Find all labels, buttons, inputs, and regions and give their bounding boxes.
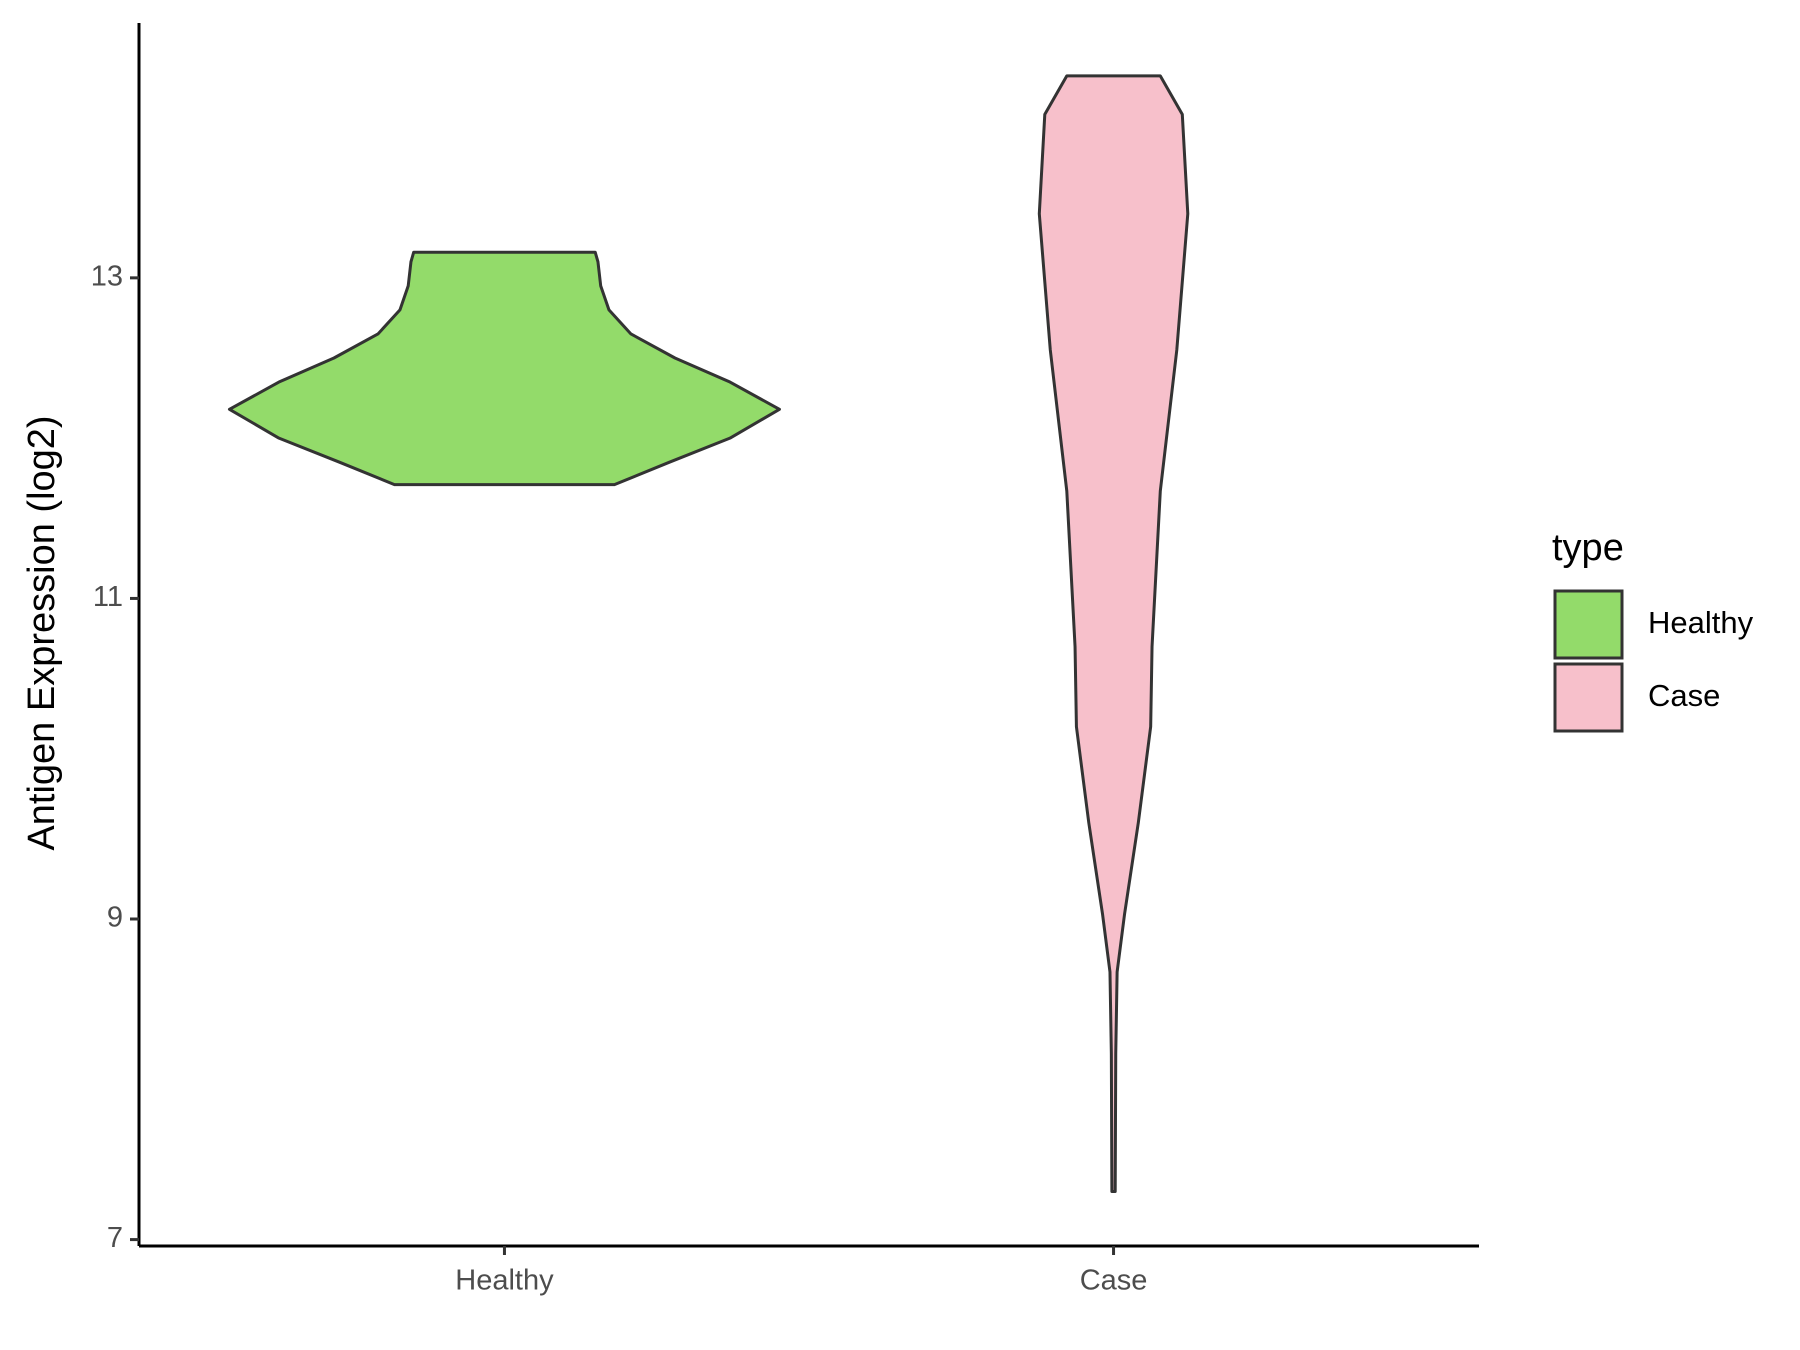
legend-title: type <box>1552 527 1624 569</box>
legend-label: Case <box>1648 678 1720 713</box>
legend-key <box>1553 662 1624 733</box>
legend-key <box>1553 589 1624 660</box>
violin <box>1037 74 1190 1193</box>
x-tick-label: Healthy <box>455 1265 554 1297</box>
y-tick-label: 11 <box>93 581 123 613</box>
y-axis-title: Antigen Expression (log2) <box>21 415 63 850</box>
y-tick-label: 9 <box>107 902 123 934</box>
legend-label: Healthy <box>1648 605 1754 640</box>
y-tick-label: 13 <box>91 261 123 293</box>
violin <box>227 250 781 487</box>
x-tick-label: Case <box>1080 1265 1148 1297</box>
y-tick-label: 7 <box>107 1222 123 1254</box>
